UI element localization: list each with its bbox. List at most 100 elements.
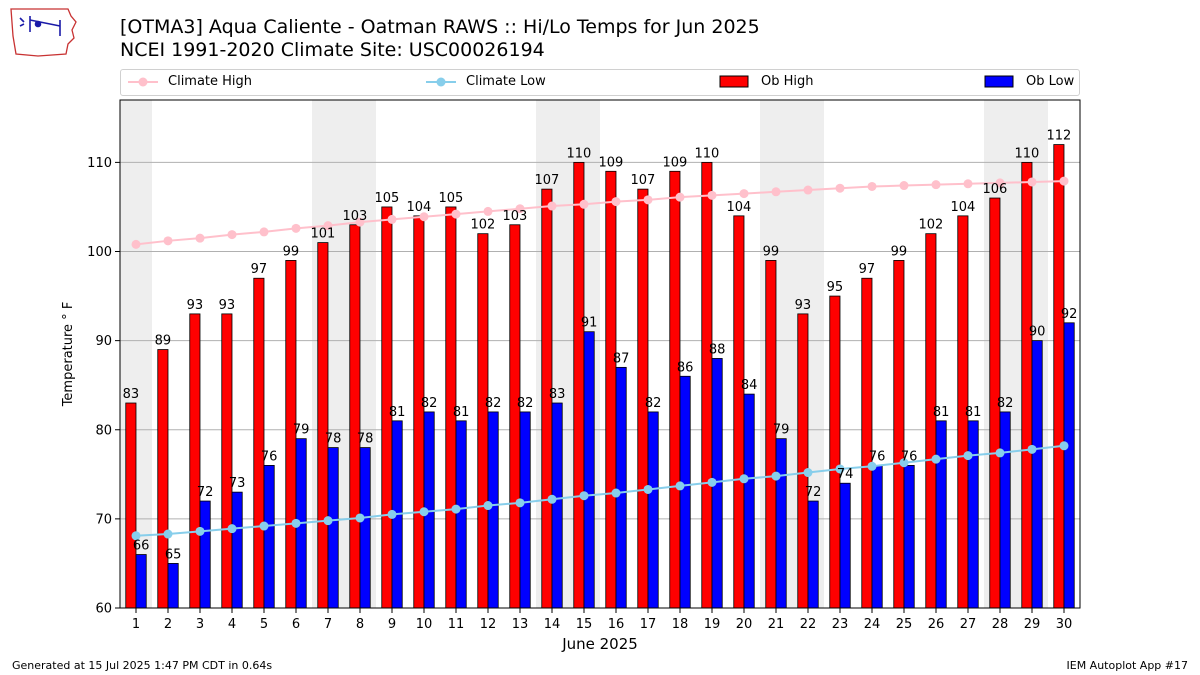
climate-high-point	[931, 180, 941, 190]
ob-low-value-label: 87	[613, 351, 630, 366]
ob-high-bar	[733, 215, 745, 609]
ob-high-bar	[605, 170, 617, 609]
climate-high-point	[899, 181, 909, 191]
ob-high-bar	[925, 233, 937, 609]
ob-low-value-label: 82	[421, 396, 438, 411]
ob-low-value-label: 76	[901, 449, 918, 464]
ob-low-value-label: 72	[805, 485, 822, 500]
ob-high-bar	[317, 242, 329, 609]
x-tick-label: 29	[1024, 617, 1041, 632]
x-tick-label: 11	[448, 617, 465, 632]
climate-high-point	[835, 183, 845, 193]
ob-low-bar	[455, 420, 467, 609]
ob-low-value-label: 79	[293, 423, 310, 438]
ob-low-value-label: 76	[261, 449, 278, 464]
climate-low-line	[135, 444, 1065, 537]
ob-high-bar	[1021, 161, 1033, 609]
ob-low-bar	[903, 465, 915, 609]
ob-high-value-label: 89	[155, 334, 172, 349]
x-tick-label: 4	[228, 617, 236, 632]
ob-high-value-label: 110	[694, 146, 719, 161]
ob-high-value-label: 106	[982, 182, 1007, 197]
legend-label-ob-low: Ob Low	[1026, 74, 1075, 89]
climate-low-line-icon	[426, 77, 456, 87]
ob-high-value-label: 97	[859, 262, 876, 277]
ob-high-value-label: 93	[187, 298, 204, 313]
ob-low-bar	[967, 420, 979, 609]
data-labels: 83 89 93 93 97 99 101 103 105 104 105 102 103 107 110 1…	[123, 129, 1078, 563]
climate-low-point	[163, 529, 173, 539]
ob-low-value-label: 73	[229, 476, 246, 491]
climate-low-point	[739, 474, 749, 484]
climate-low-point	[899, 458, 909, 468]
ob-low-value-label: 82	[645, 396, 662, 411]
x-tick-label: 10	[416, 617, 433, 632]
ob-high-value-label: 83	[123, 387, 140, 402]
climate-low-point	[803, 468, 813, 478]
x-tick-label: 3	[196, 617, 204, 632]
climate-low-point	[483, 501, 493, 511]
climate-low-point	[291, 518, 301, 528]
ob-high-value-label: 104	[950, 200, 975, 215]
ob-low-bar	[231, 491, 243, 609]
x-tick-label: 22	[800, 617, 817, 632]
ob-high-bar	[189, 313, 201, 609]
ob-high-value-label: 110	[1014, 146, 1039, 161]
ob-high-value-label: 104	[406, 200, 431, 215]
ob-high-value-label: 99	[763, 244, 780, 259]
climate-low-point	[1059, 441, 1069, 451]
chart-subtitle: NCEI 1991-2020 Climate Site: USC00026194	[120, 39, 545, 61]
ob-high-bar	[477, 233, 489, 609]
climate-high-point	[739, 189, 749, 199]
ob-high-value-label: 110	[566, 146, 591, 161]
x-tick-label: 2	[164, 617, 172, 632]
climate-low-point	[995, 448, 1005, 458]
x-tick-label: 6	[292, 617, 300, 632]
ob-low-value-label: 92	[1061, 307, 1078, 322]
ob-high-bar	[125, 402, 137, 609]
y-axis-label: Temperature ° F	[61, 302, 76, 408]
ob-high-value-label: 103	[502, 209, 527, 224]
climate-low-point	[835, 464, 845, 474]
ob-low-bar	[807, 500, 819, 609]
x-tick-label: 8	[356, 617, 364, 632]
legend-label-climate-low: Climate Low	[466, 74, 546, 89]
y-tick-label: 80	[95, 423, 112, 438]
climate-high-point	[323, 221, 333, 231]
ob-high-bar	[797, 313, 809, 609]
climate-low-point	[643, 484, 653, 494]
climate-high-point	[259, 227, 269, 237]
climate-low-point	[195, 526, 205, 536]
ob-high-value-label: 93	[795, 298, 812, 313]
y-tick-label: 70	[95, 512, 112, 527]
legend-label-ob-high: Ob High	[761, 74, 814, 89]
plot-frame	[119, 99, 1081, 609]
climate-high-point	[707, 190, 717, 200]
ob-low-bar	[743, 393, 755, 609]
ob-low-value-label: 76	[869, 449, 886, 464]
climate-high-point	[643, 195, 653, 205]
ob-low-value-label: 84	[741, 378, 758, 393]
x-tick-label: 12	[480, 617, 497, 632]
climate-high-point	[227, 230, 237, 240]
ob-high-bar	[349, 224, 361, 609]
climate-low-point	[131, 531, 141, 541]
climate-high-point	[483, 206, 493, 216]
ob-low-bar	[167, 563, 179, 609]
ob-high-value-label: 109	[598, 155, 623, 170]
legend-item-climate-low: Climate Low	[424, 73, 584, 91]
ob-low-bar	[135, 554, 147, 609]
ob-low-bar	[775, 438, 787, 609]
climate-low-point	[1027, 444, 1037, 454]
ob-low-value-label: 91	[581, 316, 598, 331]
ob-high-value-label: 95	[827, 280, 844, 295]
ob-low-bar	[615, 366, 627, 609]
iem-logo	[10, 8, 77, 57]
ob-low-bar	[359, 447, 371, 609]
ob-low-value-label: 82	[485, 396, 502, 411]
legend-label-climate-high: Climate High	[168, 74, 253, 89]
climate-high-point	[1027, 177, 1037, 187]
climate-high-point	[995, 178, 1005, 188]
x-tick-label: 28	[992, 617, 1009, 632]
